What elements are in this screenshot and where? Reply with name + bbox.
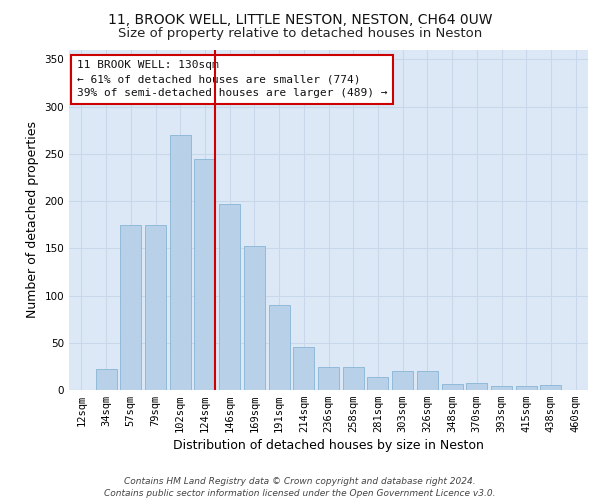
Bar: [194, 158, 215, 390]
Bar: [343, 368, 364, 390]
Bar: [541, 386, 562, 390]
Bar: [516, 386, 537, 390]
Bar: [293, 346, 314, 390]
Bar: [491, 386, 512, 390]
Bar: [95, 369, 116, 390]
Text: 11 BROOK WELL: 130sqm
← 61% of detached houses are smaller (774)
39% of semi-det: 11 BROOK WELL: 130sqm ← 61% of detached …: [77, 60, 387, 98]
Bar: [145, 224, 166, 390]
Bar: [244, 246, 265, 390]
Bar: [318, 368, 339, 390]
X-axis label: Distribution of detached houses by size in Neston: Distribution of detached houses by size …: [173, 440, 484, 452]
Bar: [392, 371, 413, 390]
Bar: [442, 384, 463, 390]
Y-axis label: Number of detached properties: Number of detached properties: [26, 122, 39, 318]
Bar: [219, 204, 240, 390]
Bar: [269, 305, 290, 390]
Text: Size of property relative to detached houses in Neston: Size of property relative to detached ho…: [118, 28, 482, 40]
Bar: [120, 224, 141, 390]
Bar: [417, 371, 438, 390]
Text: 11, BROOK WELL, LITTLE NESTON, NESTON, CH64 0UW: 11, BROOK WELL, LITTLE NESTON, NESTON, C…: [108, 12, 492, 26]
Text: Contains HM Land Registry data © Crown copyright and database right 2024.
Contai: Contains HM Land Registry data © Crown c…: [104, 476, 496, 498]
Bar: [466, 384, 487, 390]
Bar: [367, 377, 388, 390]
Bar: [170, 135, 191, 390]
